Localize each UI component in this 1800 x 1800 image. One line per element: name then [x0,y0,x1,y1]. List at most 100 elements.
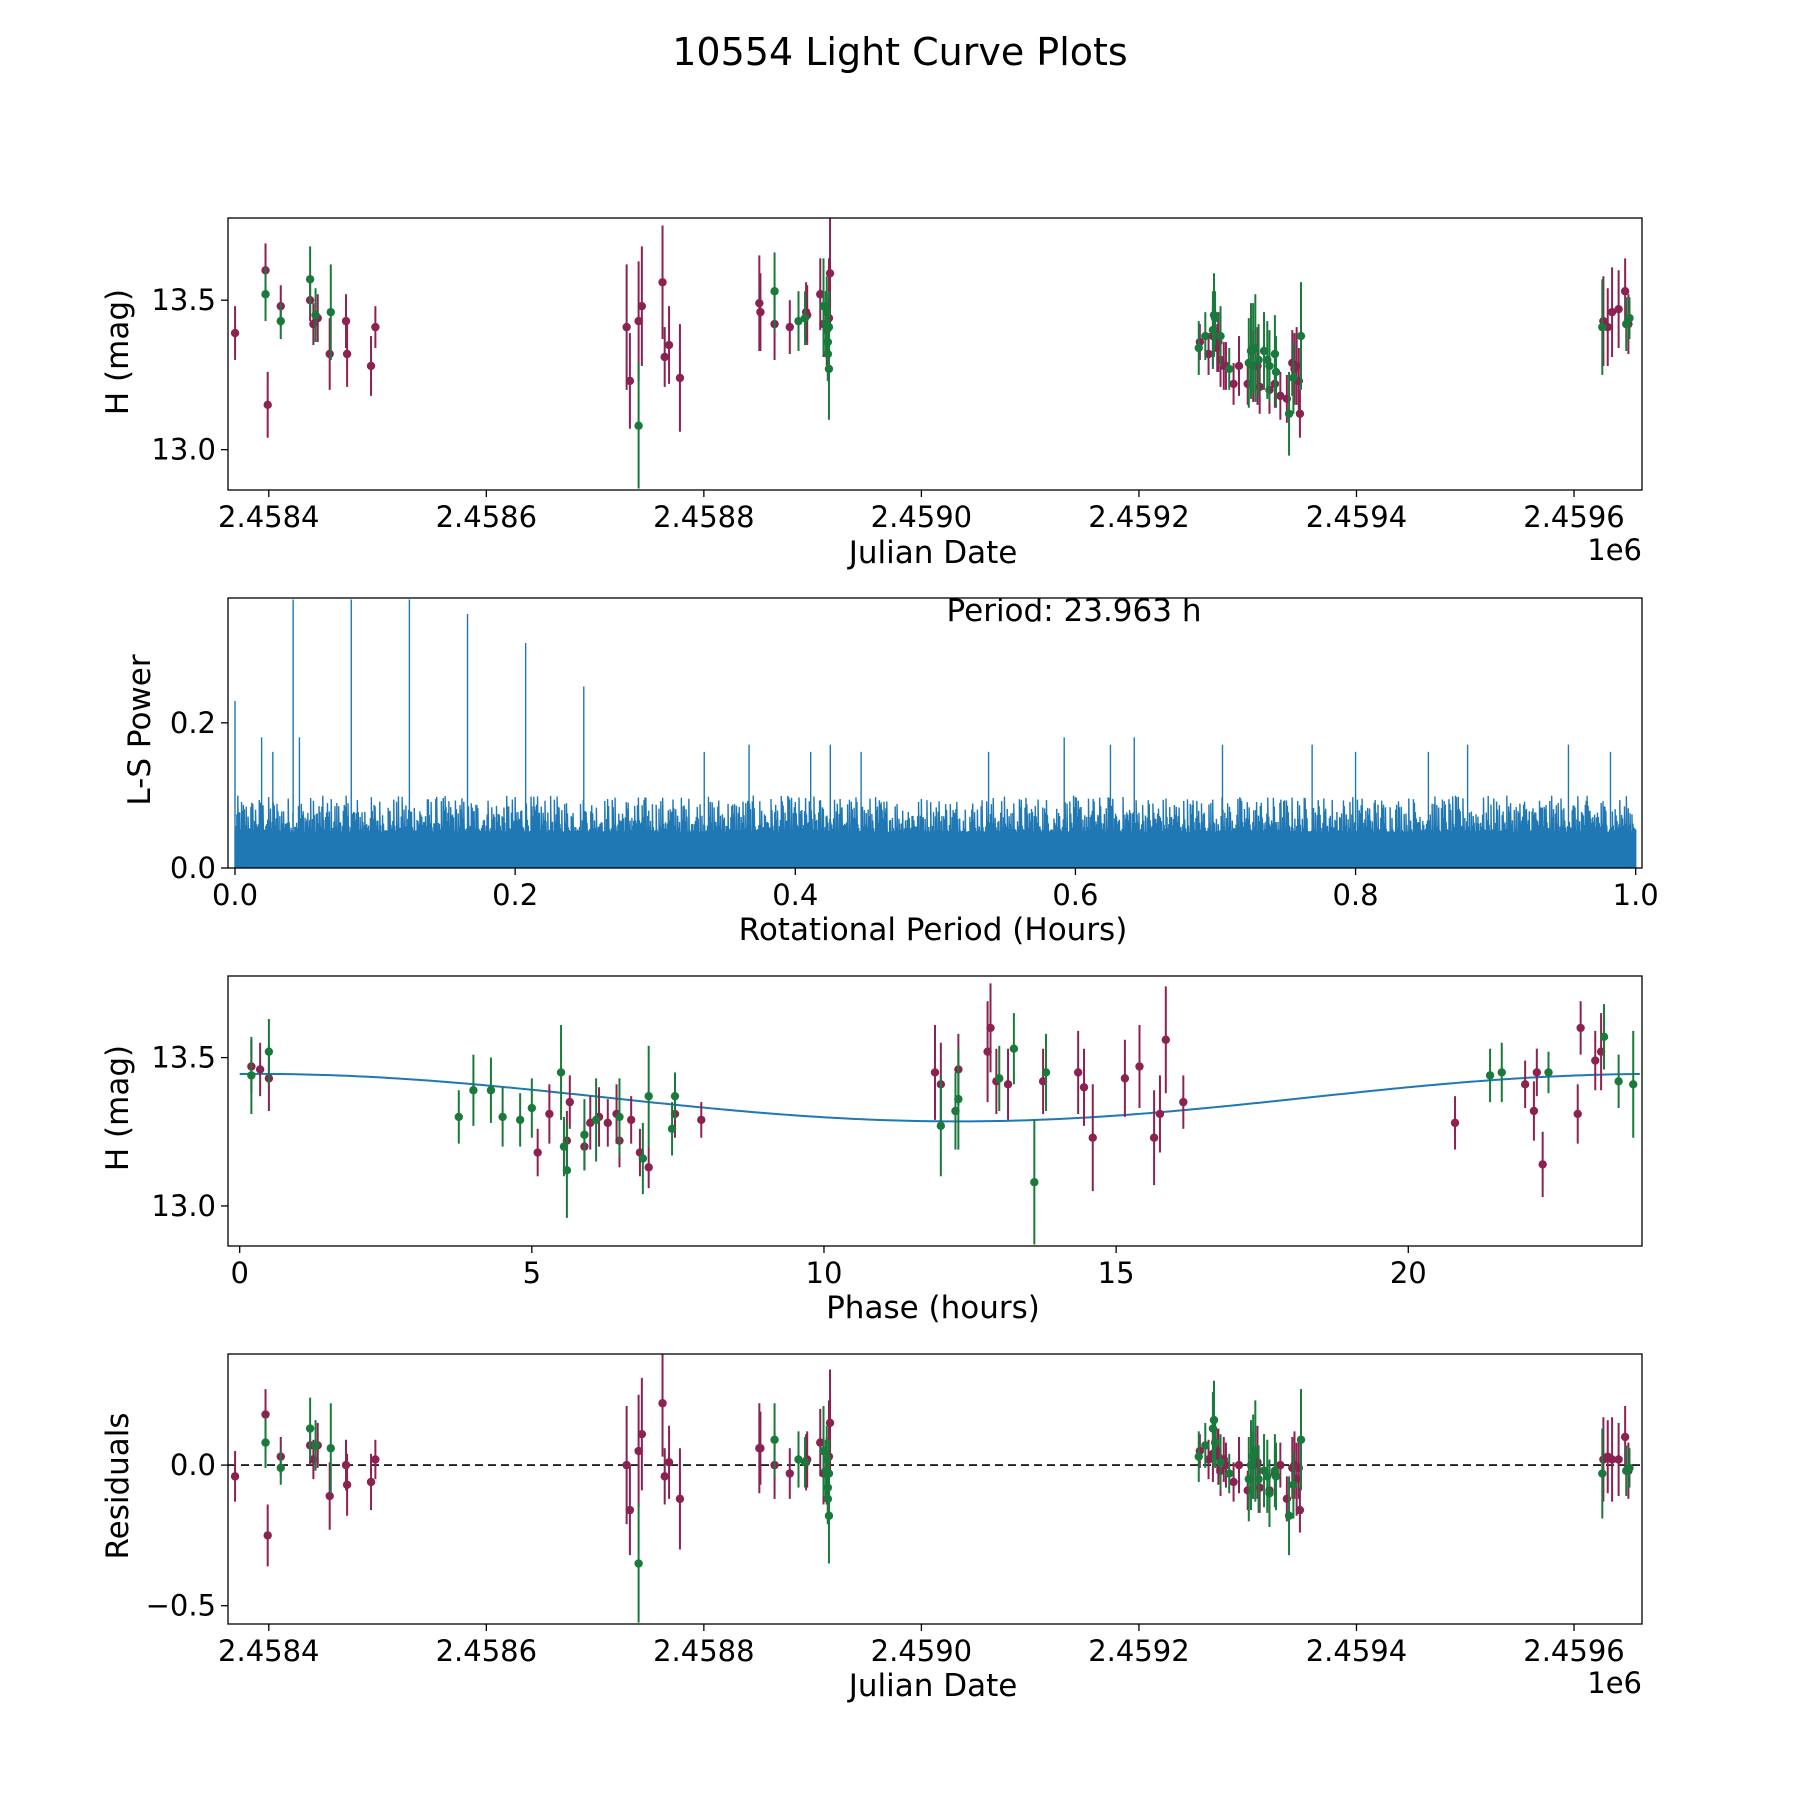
residuals-data-point [1614,1455,1623,1464]
residuals-data-point [1620,1432,1630,1442]
phased-data-point [1073,1068,1083,1077]
lightcurve-data-point [625,376,635,386]
phased-data-point [697,1115,706,1125]
lightcurve-data-point [276,316,285,326]
phased-data-point [1485,1071,1495,1080]
phased-frame [227,975,1643,1247]
lightcurve-data-point [342,349,352,359]
lightcurve-data-point [1243,379,1252,389]
phased-data-point [603,1118,612,1128]
lightcurve-data-point [1194,343,1203,353]
residuals-data-point [1209,1415,1219,1425]
phased-data-point [1450,1118,1460,1128]
residuals-data-point [1254,1474,1263,1484]
figure-title: 10554 Light Curve Plots [672,30,1127,74]
residuals-ylabel: Residuals [100,1412,136,1559]
residuals-xtick-label: 2.4584 [218,1634,319,1668]
lightcurve-data-point [325,349,334,359]
periodogram-ytick-label: 0.0 [170,851,216,885]
residuals-data-point [1194,1452,1203,1461]
phased-data-point [670,1091,680,1101]
lightcurve-data-point [1289,373,1298,383]
residuals-data-point [1210,1438,1220,1447]
lightcurve-data-point [794,316,803,326]
phased-xtick-label: 0 [230,1256,248,1290]
lightcurve-data-point [326,307,335,317]
phased-xtick-label: 5 [523,1256,541,1290]
phased-data-point [954,1094,963,1104]
residuals-data-point [1234,1460,1244,1470]
lightcurve-data-point [311,310,320,320]
phased-xlabel: Phase (hours) [826,1290,1040,1326]
residuals-data-point [1296,1435,1306,1444]
phased-data-point [1591,1056,1600,1065]
lightcurve-data-point [1201,331,1210,341]
residuals-xlabel: Julian Date [847,1668,1018,1704]
lightcurve-data-point [1296,331,1306,341]
residuals-data-point [756,1444,765,1453]
lightcurve-data-point [637,301,647,311]
lightcurve-data-point [634,421,643,430]
phased-data-point [638,1154,648,1163]
phased-data-point [1573,1109,1582,1119]
residuals-data-point [785,1469,794,1478]
residuals-data-point [263,1531,272,1540]
residuals-data-point [660,1472,669,1481]
phased-points [247,983,1638,1245]
residuals-data-point [1229,1477,1238,1487]
phased-data-point [486,1086,496,1095]
periodogram-power-line [234,599,1637,868]
phased-data-point [1120,1074,1130,1083]
lightcurve-data-point [1255,382,1264,392]
residuals-data-point [1251,1446,1260,1456]
residuals-offset-label: 1e6 [1587,1666,1642,1700]
phased-data-point [644,1163,653,1172]
residuals-xtick-label: 2.4594 [1306,1634,1407,1668]
lightcurve-data-point [1229,379,1238,389]
residuals-data-point [366,1477,376,1487]
residuals-data-point [1289,1480,1298,1489]
lightcurve-xtick-label: 2.4586 [436,500,537,534]
residuals-data-point [1276,1460,1285,1470]
residuals-data-point [1201,1441,1210,1450]
residuals-frame [227,1353,1643,1625]
phased-data-point [454,1112,463,1122]
phased-data-point [247,1071,256,1080]
residuals-data-point [305,1424,315,1433]
residuals-ytick-label: 0.0 [170,1448,216,1482]
phased-data-point [1009,1044,1019,1053]
phased-data-point [1030,1178,1039,1187]
residuals-data-point [1255,1483,1264,1492]
residuals-data-point [637,1429,647,1439]
phased-data-point [1520,1080,1530,1089]
phased-data-point [1599,1032,1609,1042]
phased-ylabel: H (mag) [100,1045,136,1171]
residuals-data-point [622,1460,631,1470]
lightcurve-data-point [756,307,765,317]
lightcurve-data-point [816,290,825,299]
lightcurve-data-point [1295,409,1305,418]
lightcurve-data-point [1276,391,1285,401]
residuals-panel: Residuals Julian Date 1e6 [100,1412,1642,1704]
periodogram-xlabel: Rotational Period (Hours) [739,912,1128,948]
residuals-xtick-label: 2.4592 [1088,1634,1189,1668]
periodogram-frame [227,597,1643,869]
residuals-data-point [342,1480,352,1489]
residuals-data-point [341,1460,351,1470]
lightcurve-xtick-label: 2.4584 [218,500,319,534]
residuals-data-point [230,1472,240,1481]
lightcurve-data-point [1598,322,1607,332]
residuals-data-point [325,1491,334,1501]
lightcurve-data-point [785,322,794,332]
phased-data-point [615,1112,624,1122]
phased-data-point [1629,1080,1638,1089]
residuals-data-point [664,1458,674,1467]
phased-data-point [1179,1097,1188,1107]
phased-data-point [644,1091,653,1101]
lightcurve-data-point [1284,409,1294,418]
periodogram-ylabel: L-S Power [122,654,158,805]
phased-data-point [1529,1106,1539,1116]
lightcurve-data-point [1271,367,1281,377]
residuals-data-point [634,1559,643,1568]
lightcurve-data-point [371,322,380,332]
